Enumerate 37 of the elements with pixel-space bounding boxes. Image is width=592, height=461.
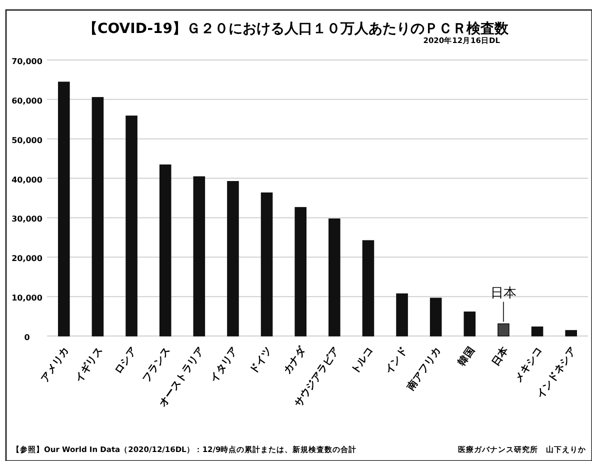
x-tick-label: イギリス [72, 344, 106, 384]
y-tick-label: 60,000 [12, 96, 43, 106]
bar [58, 82, 70, 336]
bar [430, 298, 442, 336]
y-tick-label: 50,000 [12, 136, 43, 145]
bar [531, 326, 544, 336]
y-tick-label: 0 [24, 333, 30, 342]
y-tick-label: 10,000 [12, 294, 43, 303]
bar [362, 240, 374, 336]
x-tick-label: メキシコ [512, 345, 545, 384]
bar [159, 164, 172, 336]
bar [126, 116, 138, 336]
x-tick-label: ドイツ [248, 345, 274, 376]
bar [498, 323, 510, 336]
bar [565, 330, 577, 336]
x-tick-label: イタリア [208, 345, 240, 384]
chart-title: 【COVID-19】Ｇ２０における人口１０万人あたりのＰＣＲ検査数 [83, 21, 510, 37]
bar [227, 181, 239, 336]
bar [260, 192, 273, 336]
y-tick-label: 70,000 [12, 57, 43, 66]
y-tick-label: 20,000 [12, 254, 43, 264]
bar [193, 176, 206, 336]
y-tick-label: 30,000 [12, 214, 43, 224]
x-tick-label: ロシア [112, 345, 139, 376]
x-tick-label: カナダ [281, 344, 309, 376]
x-tick-label: 日本 [490, 344, 512, 368]
bar [92, 97, 104, 336]
x-tick-label: 韓国 [456, 344, 478, 368]
bar [396, 293, 408, 336]
x-tick-label: トルコ [349, 345, 376, 376]
annotation: 日本 [490, 286, 516, 301]
bar [294, 207, 306, 336]
x-tick-label: フランス [140, 345, 173, 384]
x-tick-label: アメリカ [39, 345, 72, 384]
y-tick-label: 40,000 [12, 175, 43, 184]
bar [328, 218, 340, 336]
bar [464, 312, 476, 336]
